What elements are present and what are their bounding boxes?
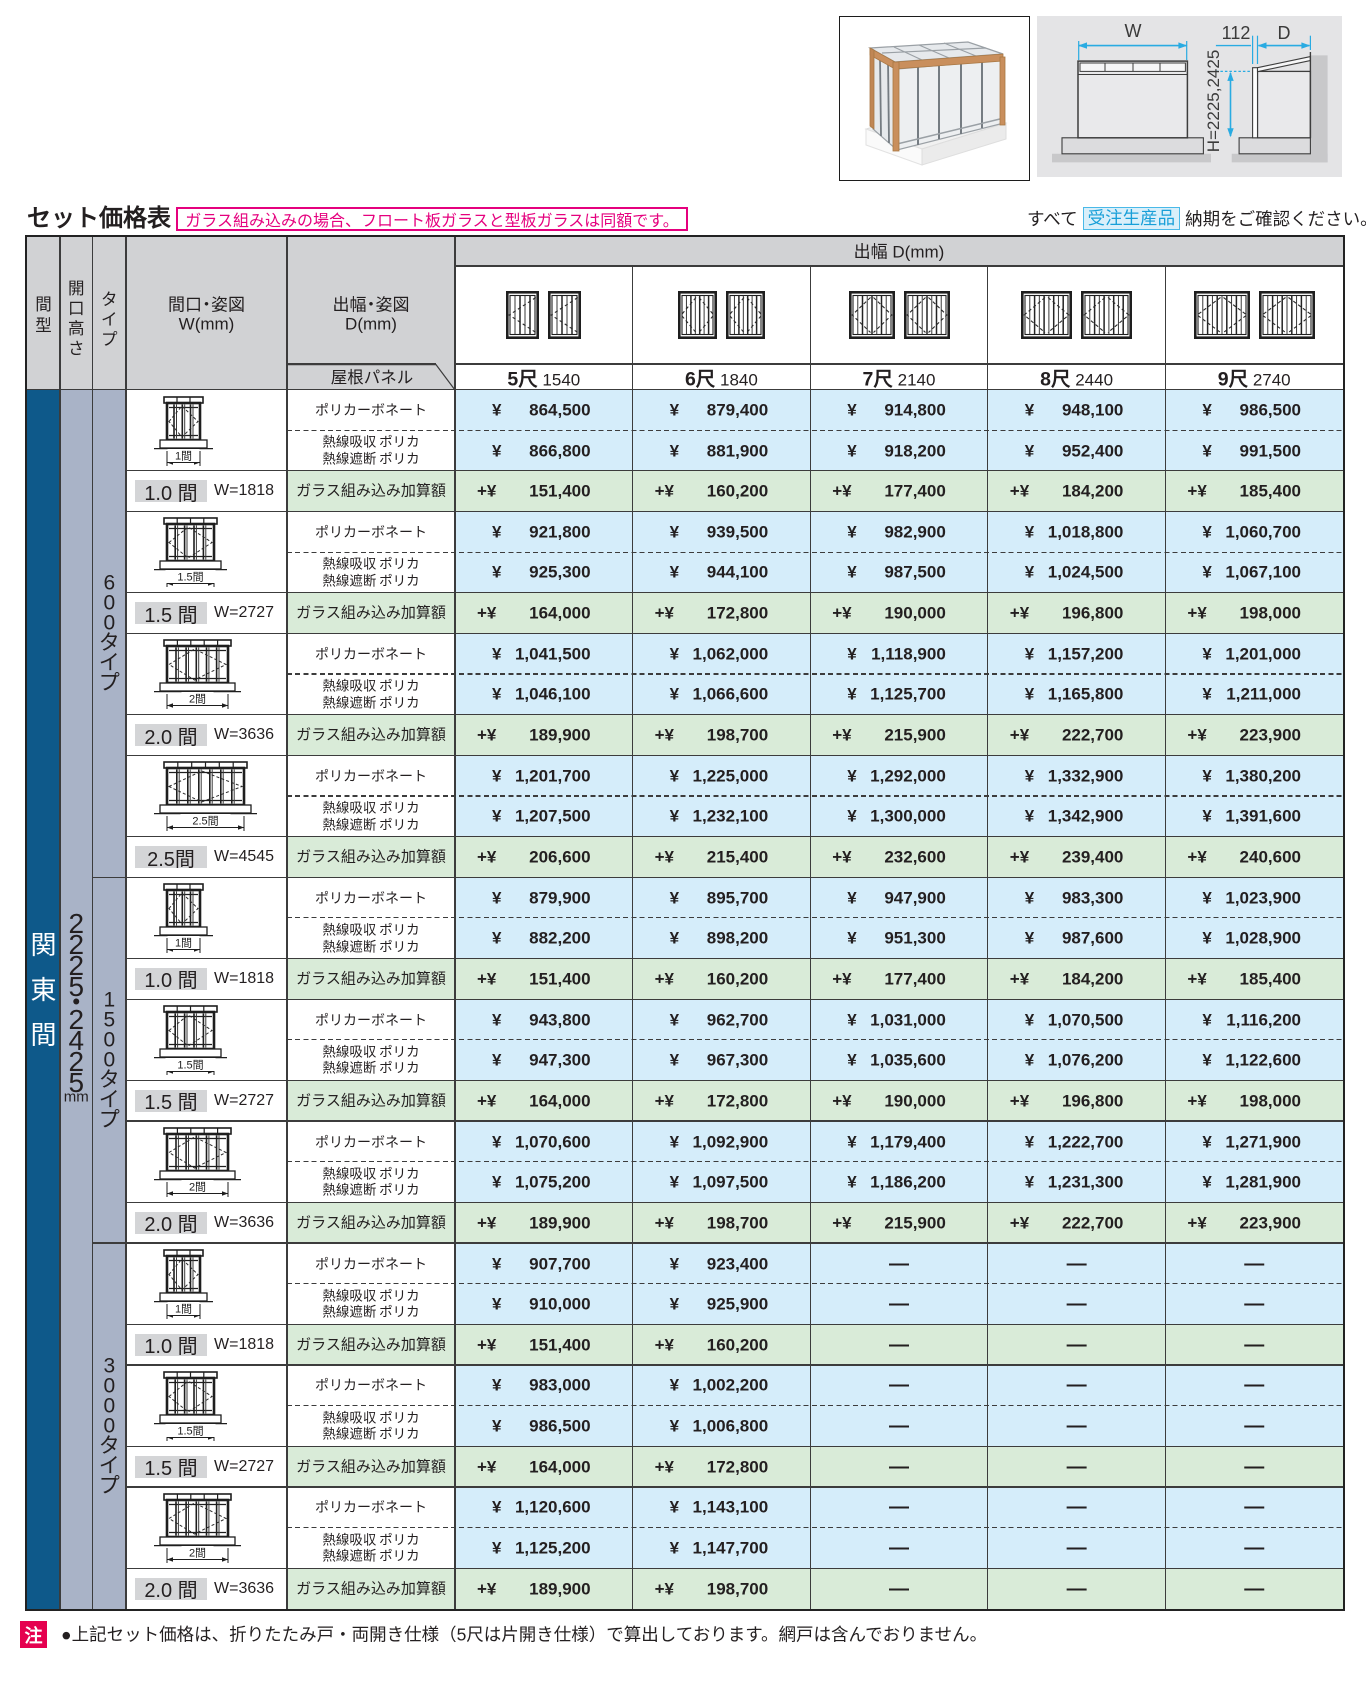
svg-text:W: W	[1125, 21, 1142, 41]
svg-text:2間: 2間	[189, 1547, 206, 1560]
svg-text:1.5間: 1.5間	[177, 571, 203, 584]
svg-text:112: 112	[1222, 23, 1251, 43]
svg-text:1間: 1間	[175, 449, 192, 462]
svg-text:1.5間: 1.5間	[177, 1425, 203, 1438]
svg-text:2間: 2間	[189, 693, 206, 706]
svg-text:1間: 1間	[175, 1303, 192, 1316]
svg-text:1間: 1間	[175, 937, 192, 950]
svg-text:D: D	[1278, 23, 1291, 43]
svg-text:H=2225,2425: H=2225,2425	[1204, 50, 1223, 153]
svg-text:2間: 2間	[189, 1181, 206, 1194]
svg-text:2.5間: 2.5間	[192, 815, 218, 828]
svg-text:1.5間: 1.5間	[177, 1059, 203, 1072]
